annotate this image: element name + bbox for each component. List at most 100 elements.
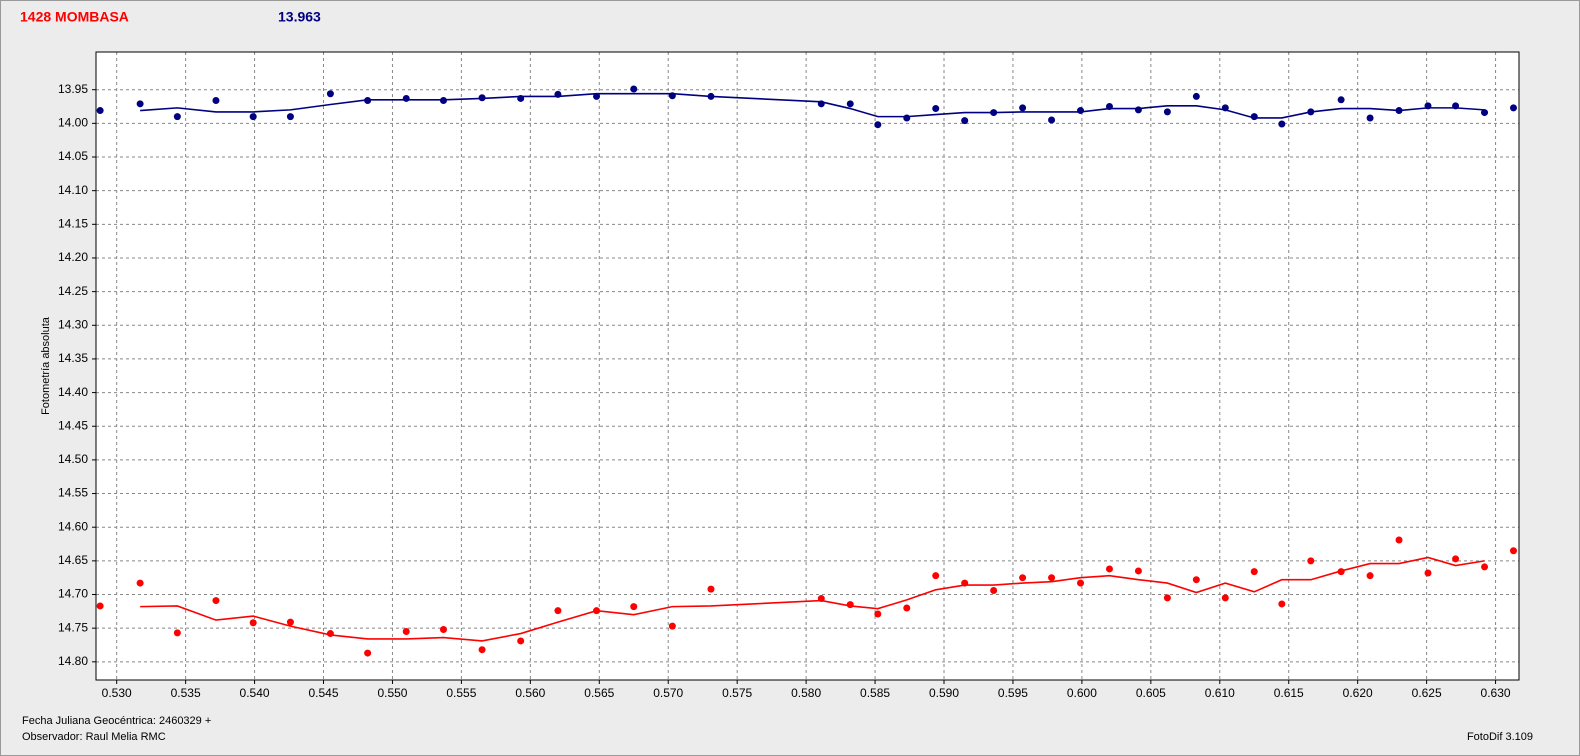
data-point [707,585,715,593]
data-point [1134,106,1142,114]
data-point [932,105,940,113]
data-point [1077,107,1085,115]
data-point [1019,104,1027,112]
data-point [173,629,181,637]
data-point [554,607,562,615]
x-tick-label: 0.620 [1343,686,1373,700]
data-point [1163,108,1171,116]
x-tick-label: 0.595 [998,686,1028,700]
data-point [1105,565,1113,573]
data-point [439,626,447,634]
observer: Observador: Raul Melia RMC [22,731,166,743]
y-tick-label: 14.40 [58,385,88,399]
data-point [249,113,257,121]
y-tick-label: 14.70 [58,587,88,601]
data-point [517,637,525,645]
data-point [1278,120,1286,128]
data-point [593,92,601,100]
data-point [364,649,372,657]
data-point [961,117,969,125]
data-point [990,586,998,594]
software: FotoDif 3.109 [1467,731,1533,743]
y-tick-label: 14.65 [58,553,88,567]
x-tick-label: 0.575 [722,686,752,700]
y-tick-label: 14.75 [58,620,88,634]
x-tick-label: 0.625 [1412,686,1442,700]
x-tick-label: 0.545 [308,686,338,700]
y-tick-label: 14.50 [58,452,88,466]
x-tick-label: 0.535 [171,686,201,700]
x-tick-label: 0.565 [584,686,614,700]
data-point [1048,116,1056,124]
data-point [1077,579,1085,587]
chart-title: 1428 MOMBASA [20,9,129,25]
data-point [478,646,486,654]
data-point [668,622,676,630]
data-point [286,113,294,121]
reference-value: 13.963 [278,9,321,25]
data-point [1366,114,1374,122]
data-point [1278,600,1286,608]
y-tick-label: 14.80 [58,654,88,668]
data-point [1509,547,1517,555]
data-point [1134,567,1142,575]
data-point [402,628,410,636]
data-point [1481,109,1489,117]
data-point [874,610,882,618]
fit-line [140,92,1485,119]
y-tick-label: 14.55 [58,486,88,500]
data-point [96,107,104,115]
y-tick-label: 14.00 [58,116,88,130]
data-point [1337,96,1345,104]
data-point [402,94,410,102]
y-axis-label: Fotometría absoluta [40,316,52,415]
data-point [903,604,911,612]
plot-border [95,51,1520,681]
x-tick-label: 0.580 [791,686,821,700]
data-point [96,602,104,610]
data-point [874,121,882,129]
y-tick-label: 14.25 [58,284,88,298]
x-tick-label: 0.550 [377,686,407,700]
plot-area [96,52,1519,680]
x-tick-label: 0.530 [102,686,132,700]
data-point [136,579,144,587]
data-point [1481,563,1489,571]
data-point [1192,576,1200,584]
data-point [630,85,638,93]
y-tick-label: 14.60 [58,519,88,533]
x-axis-label: Fecha Juliana Geocéntrica: 2460329 + [22,715,211,727]
y-tick-label: 14.20 [58,250,88,264]
data-point [212,597,220,605]
data-point [1019,574,1027,582]
data-point [903,114,911,122]
data-point [249,619,257,627]
data-point [1250,568,1258,576]
y-tick-label: 14.30 [58,317,88,331]
data-point [1163,594,1171,602]
y-tick-label: 14.15 [58,216,88,230]
x-tick-label: 0.560 [515,686,545,700]
data-point [1366,572,1374,580]
data-point [1452,555,1460,563]
x-tick-label: 0.590 [929,686,959,700]
data-point [846,601,854,609]
x-tick-label: 0.610 [1205,686,1235,700]
data-point [1509,104,1517,112]
data-point [1048,574,1056,582]
data-point [136,100,144,108]
fit-line [140,556,1485,642]
x-tick-label: 0.540 [240,686,270,700]
x-tick-label: 0.555 [446,686,476,700]
x-tick-label: 0.600 [1067,686,1097,700]
y-tick-label: 13.95 [58,82,88,96]
data-point [212,96,220,104]
x-tick-label: 0.585 [860,686,890,700]
data-point [1192,92,1200,100]
x-tick-label: 0.605 [1136,686,1166,700]
data-point [630,603,638,611]
y-tick-label: 14.10 [58,183,88,197]
data-point [932,572,940,580]
y-tick-label: 14.45 [58,418,88,432]
